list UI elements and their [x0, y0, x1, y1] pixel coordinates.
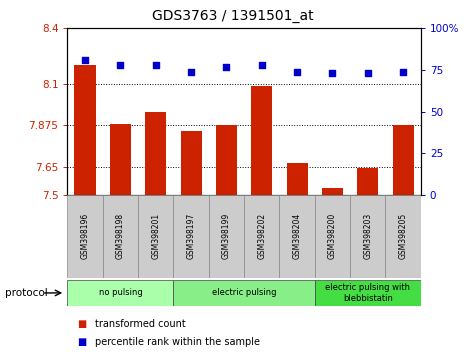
Point — [329, 70, 336, 76]
Point — [258, 62, 266, 68]
Text: GSM398200: GSM398200 — [328, 213, 337, 259]
Bar — [385, 195, 421, 278]
Text: GSM398202: GSM398202 — [257, 213, 266, 259]
Text: no pulsing: no pulsing — [99, 289, 142, 297]
Bar — [67, 195, 103, 278]
Bar — [74, 65, 96, 195]
Bar — [209, 195, 244, 278]
Text: GSM398205: GSM398205 — [399, 213, 408, 259]
Bar — [103, 195, 138, 278]
Bar — [350, 195, 385, 278]
Text: electric pulsing with
blebbistatin: electric pulsing with blebbistatin — [326, 283, 410, 303]
Text: transformed count: transformed count — [95, 319, 186, 329]
Bar — [180, 131, 202, 195]
Bar — [67, 280, 173, 306]
Bar — [322, 188, 343, 195]
Text: ■: ■ — [77, 337, 86, 347]
Text: percentile rank within the sample: percentile rank within the sample — [95, 337, 260, 347]
Point — [117, 62, 124, 68]
Point — [81, 57, 89, 63]
Bar — [315, 195, 350, 278]
Point — [152, 62, 159, 68]
Text: protocol: protocol — [5, 288, 47, 298]
Text: GSM398199: GSM398199 — [222, 213, 231, 259]
Point — [187, 69, 195, 74]
Bar — [279, 195, 315, 278]
Bar — [315, 280, 421, 306]
Text: GSM398204: GSM398204 — [292, 213, 302, 259]
Bar — [145, 112, 166, 195]
Text: ■: ■ — [77, 319, 86, 329]
Point — [223, 64, 230, 69]
Text: GSM398196: GSM398196 — [80, 213, 90, 259]
Text: GSM398203: GSM398203 — [363, 213, 372, 259]
Bar — [286, 163, 308, 195]
Text: GSM398198: GSM398198 — [116, 213, 125, 259]
Point — [364, 70, 372, 76]
Bar — [110, 125, 131, 195]
Bar — [244, 195, 279, 278]
Point — [399, 69, 407, 74]
Bar — [251, 86, 272, 195]
Text: GSM398197: GSM398197 — [186, 213, 196, 259]
Bar — [173, 280, 315, 306]
Bar — [173, 195, 209, 278]
Bar — [392, 125, 414, 195]
Text: GDS3763 / 1391501_at: GDS3763 / 1391501_at — [152, 9, 313, 23]
Text: electric pulsing: electric pulsing — [212, 289, 276, 297]
Bar — [216, 125, 237, 195]
Text: GSM398201: GSM398201 — [151, 213, 160, 259]
Point — [293, 69, 301, 74]
Bar — [138, 195, 173, 278]
Bar — [357, 168, 379, 195]
